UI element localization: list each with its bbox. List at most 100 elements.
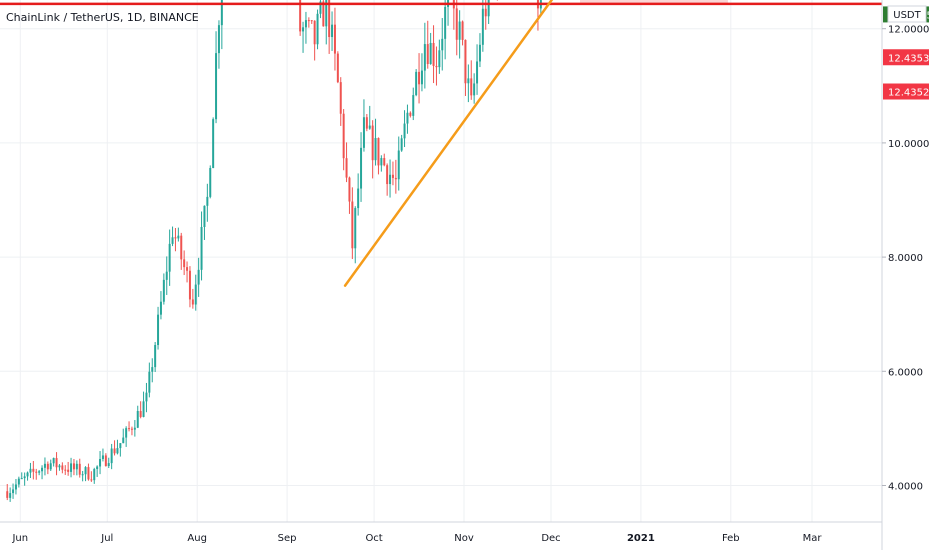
candle-body [107, 463, 110, 467]
price-tick-label: 6.0000 [888, 367, 923, 378]
candle-body [394, 177, 397, 180]
candle-body [78, 463, 81, 475]
candle-body [203, 205, 206, 227]
price-axis[interactable]: 4.00006.00008.000010.000012.000014.00001… [882, 0, 929, 493]
candle-body [365, 117, 368, 129]
candle-body [342, 113, 345, 159]
price-tag [883, 49, 929, 66]
candle-body [444, 6, 447, 39]
candle-body [168, 243, 171, 272]
time-tick-label: Jun [11, 533, 28, 544]
candle-body [299, 0, 302, 32]
candle-body [72, 463, 75, 470]
candle-body [345, 158, 348, 178]
position-zones [580, 0, 728, 4]
candle-body [383, 158, 386, 166]
candle-body [58, 465, 61, 468]
time-tick-label: Oct [365, 533, 382, 544]
candle-body [104, 455, 107, 467]
price-tag-label: 12.4352 [888, 88, 929, 99]
time-tick-label: Sep [278, 533, 297, 544]
trendline[interactable] [343, 0, 696, 287]
price-tick-label: 10.0000 [888, 139, 929, 150]
candle-body [386, 165, 389, 185]
candle-body [357, 188, 360, 209]
candle-body [6, 491, 9, 498]
candle-body [142, 401, 145, 417]
candle-body [174, 237, 177, 239]
candle-body [209, 168, 212, 197]
time-axis[interactable]: Jun Jul Aug Sep Oct Nov Dec 2021 Feb Mar [11, 533, 822, 544]
candle-body [360, 147, 363, 189]
candle-body [380, 158, 383, 166]
candle-body [191, 299, 194, 305]
drawn-lines [0, 0, 882, 287]
candle-body [403, 123, 406, 139]
candle-body [52, 458, 55, 464]
price-tick-label: 12.0000 [888, 25, 929, 36]
candle-body [319, 1, 322, 14]
candle-body [122, 437, 125, 444]
candle-body [17, 478, 20, 485]
candle-body [461, 21, 464, 40]
candle-body [316, 13, 319, 45]
candle-body [438, 50, 441, 68]
candle-body [151, 367, 154, 372]
chart-title: ChainLink / TetherUS, 1D, BINANCE [6, 11, 199, 24]
candle-body [212, 119, 215, 169]
candle-body [325, 0, 328, 27]
candle-body [177, 235, 180, 239]
price-tick-label: 4.0000 [888, 482, 923, 493]
candle-body [70, 463, 73, 472]
candle-body [162, 279, 165, 302]
candle-body [41, 467, 44, 472]
candle-body [110, 448, 113, 464]
candle-body [90, 479, 93, 481]
candle-body [333, 24, 336, 54]
candle-body [171, 237, 174, 244]
candle-body [96, 466, 99, 470]
candle-body [426, 44, 429, 65]
candle-body [215, 53, 218, 120]
candle-body [307, 20, 310, 22]
candle-body [130, 428, 133, 430]
candle-body [441, 38, 444, 51]
currency-badge[interactable] [887, 5, 927, 23]
candle-body [420, 70, 423, 85]
candle-body [331, 24, 334, 38]
time-tick-label: Nov [454, 533, 474, 544]
candle-body [476, 61, 479, 84]
candle-body [157, 314, 160, 346]
candle-body [464, 39, 467, 84]
candle-body [470, 78, 473, 96]
candle-body [145, 392, 148, 402]
candle-body [478, 44, 481, 62]
candle-body [412, 95, 415, 116]
candle-body [159, 301, 162, 315]
candle-body [61, 465, 64, 470]
candle-body [336, 53, 339, 83]
candle-body [302, 27, 305, 32]
candle-body [38, 471, 41, 473]
candle-body [423, 44, 426, 71]
candle-body [313, 20, 316, 45]
candle-body [14, 484, 17, 490]
candle-body [136, 410, 139, 428]
candle-body [348, 177, 351, 202]
candle-body [406, 112, 409, 124]
candle-body [87, 467, 90, 480]
candle-body [43, 463, 46, 468]
candle-body [49, 463, 52, 470]
stop-zone[interactable] [580, 0, 728, 4]
candle-body [220, 0, 223, 26]
candle-body [128, 428, 131, 430]
candle-body [304, 20, 307, 28]
candle-body [473, 83, 476, 96]
candle-body [429, 42, 432, 65]
candle-body [194, 284, 197, 305]
candle-body [432, 42, 435, 66]
candle-body [99, 458, 102, 467]
candle-body [180, 235, 183, 260]
